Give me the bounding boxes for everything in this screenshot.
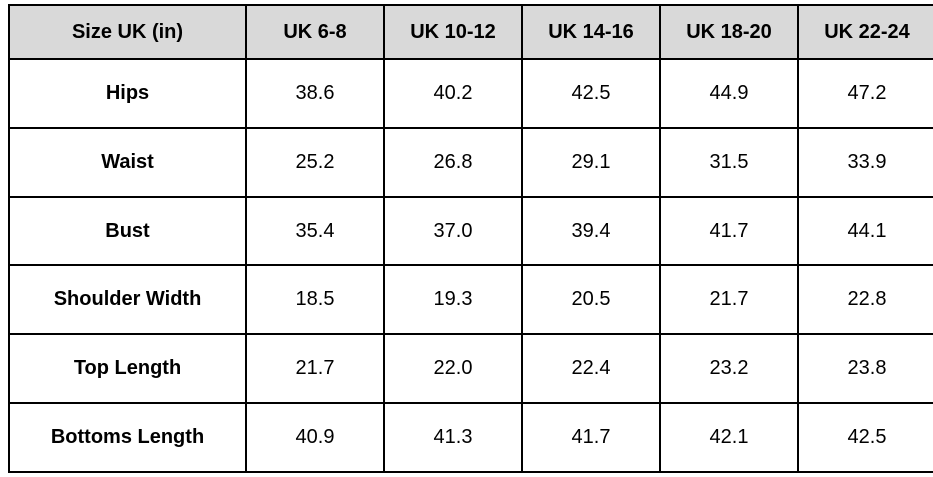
row-label-shoulder-width: Shoulder Width: [8, 264, 247, 336]
cell-value: 39.4: [521, 195, 661, 267]
table-row: Top Length 21.7 22.0 22.4 23.2 23.8: [8, 333, 933, 405]
size-chart-table: Size UK (in) UK 6-8 UK 10-12 UK 14-16 UK…: [8, 4, 933, 473]
header-size-uk-22-24: UK 22-24: [797, 4, 933, 60]
header-size-uk-18-20: UK 18-20: [659, 4, 799, 60]
cell-value: 23.8: [797, 333, 933, 405]
row-label-waist: Waist: [8, 126, 247, 198]
cell-value: 42.5: [521, 58, 661, 129]
cell-value: 37.0: [383, 195, 523, 267]
header-size-uk-10-12: UK 10-12: [383, 4, 523, 60]
cell-value: 22.8: [797, 264, 933, 336]
cell-value: 31.5: [659, 126, 799, 198]
cell-value: 44.1: [797, 195, 933, 267]
cell-value: 41.7: [521, 402, 661, 473]
cell-value: 22.0: [383, 333, 523, 405]
cell-value: 42.5: [797, 402, 933, 473]
cell-value: 35.4: [245, 195, 385, 267]
row-label-hips: Hips: [8, 58, 247, 129]
row-label-bust: Bust: [8, 195, 247, 267]
cell-value: 44.9: [659, 58, 799, 129]
cell-value: 40.9: [245, 402, 385, 473]
table-row: Bottoms Length 40.9 41.3 41.7 42.1 42.5: [8, 402, 933, 473]
cell-value: 21.7: [659, 264, 799, 336]
cell-value: 18.5: [245, 264, 385, 336]
cell-value: 47.2: [797, 58, 933, 129]
cell-value: 19.3: [383, 264, 523, 336]
cell-value: 40.2: [383, 58, 523, 129]
cell-value: 21.7: [245, 333, 385, 405]
cell-value: 23.2: [659, 333, 799, 405]
cell-value: 29.1: [521, 126, 661, 198]
header-size-uk-14-16: UK 14-16: [521, 4, 661, 60]
header-row: Size UK (in) UK 6-8 UK 10-12 UK 14-16 UK…: [8, 4, 933, 60]
cell-value: 26.8: [383, 126, 523, 198]
cell-value: 22.4: [521, 333, 661, 405]
table-row: Shoulder Width 18.5 19.3 20.5 21.7 22.8: [8, 264, 933, 336]
row-label-bottoms-length: Bottoms Length: [8, 402, 247, 473]
table-row: Hips 38.6 40.2 42.5 44.9 47.2: [8, 58, 933, 129]
cell-value: 38.6: [245, 58, 385, 129]
cell-value: 41.3: [383, 402, 523, 473]
header-measurement-label: Size UK (in): [8, 4, 247, 60]
table-row: Waist 25.2 26.8 29.1 31.5 33.9: [8, 126, 933, 198]
cell-value: 42.1: [659, 402, 799, 473]
cell-value: 41.7: [659, 195, 799, 267]
cell-value: 33.9: [797, 126, 933, 198]
header-size-uk-6-8: UK 6-8: [245, 4, 385, 60]
row-label-top-length: Top Length: [8, 333, 247, 405]
cell-value: 25.2: [245, 126, 385, 198]
cell-value: 20.5: [521, 264, 661, 336]
table-row: Bust 35.4 37.0 39.4 41.7 44.1: [8, 195, 933, 267]
